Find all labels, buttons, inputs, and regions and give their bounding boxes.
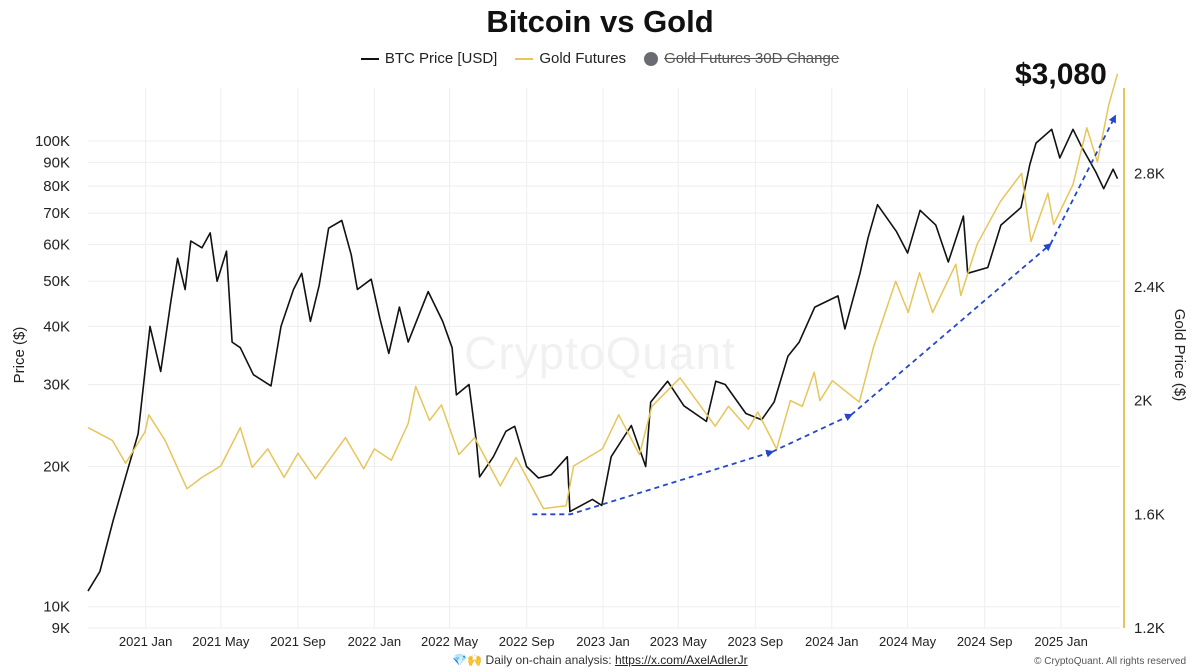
legend-label-btc: BTC Price [USD] [384, 50, 498, 67]
right-axis-label: Gold Price ($) [1171, 309, 1188, 402]
x-tick-label: 2024 Sep [957, 634, 1013, 649]
left-tick-label: 80K [43, 178, 70, 195]
series-lines [87, 73, 1119, 592]
footer: 💎🙌 Daily on-chain analysis: https://x.co… [0, 653, 1200, 667]
x-axis: 2021 Jan 2021 May 2021 Sep 2022 Jan 2022 May… [119, 634, 1088, 649]
x-tick-label: 2025 Jan [1034, 634, 1088, 649]
right-tick-label: 1.2K [1134, 620, 1165, 637]
left-tick-label: 100K [35, 133, 70, 150]
left-tick-label: 60K [43, 236, 70, 253]
gold-price-annotation: $3,080 [1015, 58, 1107, 91]
trend-arrow [771, 413, 854, 453]
legend-item-gold[interactable]: Gold Futures [515, 50, 626, 67]
right-tick-label: 1.6K [1134, 506, 1165, 523]
grid-lines [88, 88, 1120, 629]
x-tick-label: 2021 May [192, 634, 250, 649]
right-axis: 1.2K 1.6K 2K 2.4K 2.8K [1123, 88, 1165, 637]
x-tick-label: 2022 Sep [499, 634, 555, 649]
gold-futures-line [87, 73, 1119, 510]
x-tick-label: 2023 Sep [727, 634, 783, 649]
legend-swatch-btc [360, 57, 379, 60]
chart-legend: BTC Price [USD] Gold Futures Gold Future… [0, 50, 1200, 67]
x-tick-label: 2021 Jan [119, 634, 173, 649]
x-tick-label: 2023 May [650, 634, 708, 649]
left-tick-label: 50K [43, 273, 70, 290]
legend-label-gold-change: Gold Futures 30D Change [664, 50, 840, 67]
x-tick-label: 2022 Jan [348, 634, 402, 649]
left-tick-label: 40K [43, 318, 70, 335]
left-tick-label: 20K [43, 459, 70, 476]
x-tick-label: 2021 Sep [270, 634, 326, 649]
right-tick-label: 2K [1134, 393, 1152, 410]
x-tick-label: 2024 May [879, 634, 937, 649]
footer-text: Daily on-chain analysis: [485, 653, 612, 667]
chart-title: Bitcoin vs Gold [486, 4, 714, 39]
x-tick-label: 2024 Jan [805, 634, 859, 649]
trend-arrow [1049, 114, 1116, 245]
legend-dot-icon [644, 51, 659, 66]
footer-emoji: 💎🙌 [452, 653, 483, 667]
x-tick-label: 2023 Jan [576, 634, 630, 649]
left-tick-label: 90K [43, 154, 70, 171]
footer-link[interactable]: https://x.com/AxelAdlerJr [614, 653, 748, 667]
legend-swatch-gold [515, 57, 534, 60]
left-tick-label: 70K [43, 205, 70, 222]
trend-arrow [532, 449, 775, 516]
watermark-text: CryptoQuant [464, 327, 736, 379]
trend-arrows [532, 114, 1116, 516]
left-axis-label: Price ($) [11, 327, 28, 384]
left-axis: 9K 10K 20K 30K 40K 50K 60K 70K 80K 90K 100K [35, 133, 70, 637]
right-tick-label: 2.8K [1134, 165, 1165, 182]
legend-item-gold-change[interactable]: Gold Futures 30D Change [644, 50, 839, 67]
legend-label-gold: Gold Futures [539, 50, 627, 67]
btc-price-line [87, 128, 1119, 592]
right-tick-label: 2.4K [1134, 279, 1165, 296]
left-tick-label: 9K [52, 620, 70, 637]
left-tick-label: 10K [43, 599, 70, 616]
legend-item-btc[interactable]: BTC Price [USD] [360, 50, 498, 67]
trend-arrow [850, 242, 1052, 416]
x-tick-label: 2022 May [421, 634, 479, 649]
left-tick-label: 30K [43, 377, 70, 394]
copyright-text: © CryptoQuant. All rights reserved [1034, 656, 1186, 667]
